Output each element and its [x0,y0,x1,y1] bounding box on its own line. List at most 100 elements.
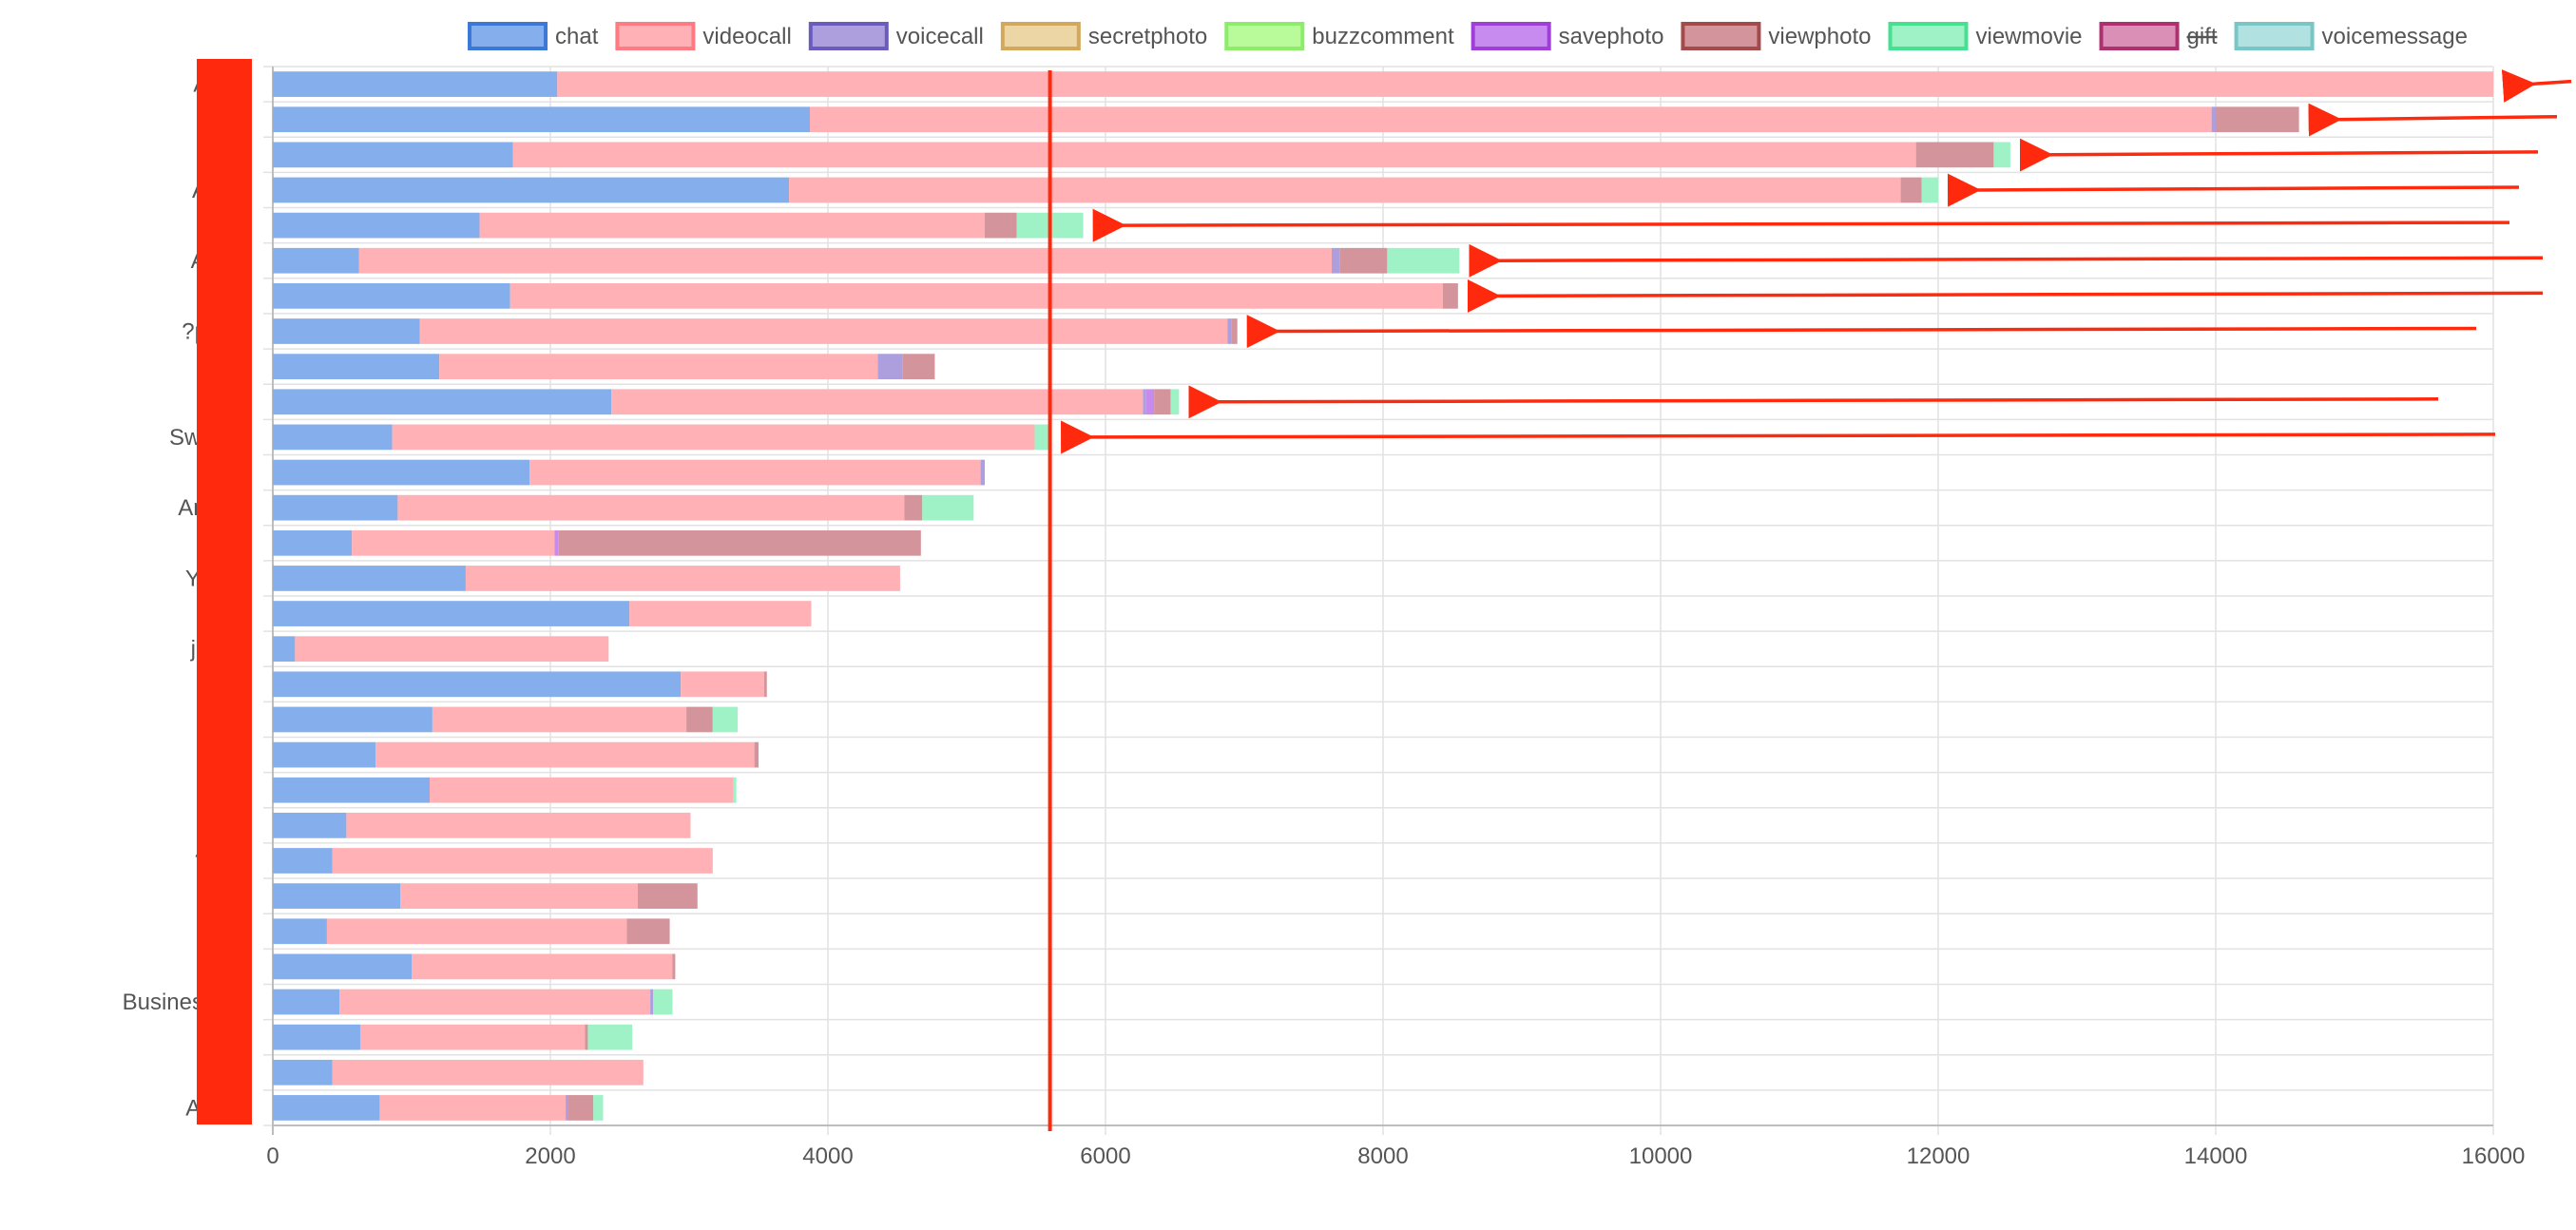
legend-label-buzzcomment: buzzcomment [1312,24,1454,49]
bar-viewphoto-row-8 [902,354,935,380]
bar-chat-row-17 [273,671,682,698]
bar-viewmovie-row-9 [1170,389,1180,415]
legend-label-viewphoto: viewphoto [1768,24,1871,49]
bar-viewphoto-row-23 [637,883,698,910]
bar-voicecall-row-26 [650,989,654,1015]
bar-viewphoto-row-7 [1231,318,1238,344]
bar-videocall-row-13 [352,529,555,556]
bar-voicecall-row-11 [980,459,985,486]
bar-viewmovie-row-27 [587,1024,633,1050]
bar-chat-row-23 [273,883,401,910]
x-tick-label-5: 10000 [1629,1144,1693,1169]
bar-videocall-row-17 [681,671,764,698]
bar-chat-row-2 [273,142,513,168]
legend-swatch-buzzcomment [1224,22,1305,50]
bar-viewphoto-row-24 [626,918,670,945]
bar-videocall-row-7 [419,318,1228,344]
legend-swatch-voicemessage [2234,22,2315,50]
bar-viewmovie-row-3 [1921,177,1938,203]
bar-viewphoto-row-19 [754,741,759,768]
bar-viewphoto-row-27 [585,1024,588,1050]
bar-videocall-row-12 [397,494,905,521]
bar-viewphoto-row-4 [984,212,1017,239]
legend-label-voicecall: voicecall [896,24,984,49]
grid [263,66,2494,1135]
bar-videocall-row-21 [346,812,691,838]
bar-chat-row-20 [273,777,430,803]
x-tick-label-4: 8000 [1357,1144,1408,1169]
bar-videocall-row-14 [465,566,900,591]
legend-swatch-gift [2099,22,2180,50]
bar-videocall-row-25 [412,953,673,980]
bar-viewmovie-row-10 [1034,424,1052,451]
bar-chat-row-10 [273,424,393,451]
bar-chat-row-7 [273,318,420,344]
bar-viewmovie-row-12 [922,494,974,521]
legend-swatch-secretphoto [1000,22,1081,50]
bar-videocall-row-26 [339,989,651,1015]
bar-videocall-row-23 [400,883,638,910]
bar-chat-row-8 [273,354,440,380]
bar-chat-row-24 [273,918,327,945]
x-tick-label-6: 12000 [1907,1144,1970,1169]
bar-voicecall-row-7 [1227,318,1232,344]
annotation-arrow-row-0 [2501,69,2572,103]
legend-label-gift: gift [2187,24,2218,49]
bar-videocall-row-2 [512,142,1916,168]
bar-viewmovie-row-5 [1387,247,1460,274]
x-tick-label-2: 4000 [802,1144,853,1169]
bar-chat-row-28 [273,1059,333,1086]
legend-label-secretphoto: secretphoto [1088,24,1207,49]
x-axis-ticks: 0 2000 4000 6000 8000 10000 12000 14000 16000 [266,1144,2525,1169]
bar-videocall-row-11 [529,459,981,486]
redaction-box [197,59,252,1124]
legend-label-savephoto: savephoto [1559,24,1664,49]
annotation-arrow-row-3 [1947,173,2520,207]
annotations [197,59,2572,1131]
bars [273,71,2493,1121]
bar-voicecall-row-9 [1143,389,1146,415]
x-tick-label-1: 2000 [525,1144,575,1169]
bar-videocall-row-1 [810,106,2212,133]
bar-videocall-row-4 [479,212,985,239]
x-tick-label-8: 16000 [2462,1144,2526,1169]
x-tick-label-0: 0 [266,1144,279,1169]
bar-videocall-row-28 [332,1059,644,1086]
bar-chat-row-22 [273,848,333,874]
bar-videocall-row-9 [611,389,1144,415]
bar-viewphoto-row-12 [904,494,923,521]
bar-chat-row-3 [273,177,790,203]
bar-viewmovie-row-2 [1993,142,2010,168]
legend-label-videocall: videocall [702,24,791,49]
bar-videocall-row-15 [629,601,812,626]
bar-videocall-row-8 [439,354,878,380]
bar-voicecall-row-8 [877,354,903,380]
x-tick-label-7: 14000 [2184,1144,2248,1169]
bar-videocall-row-0 [557,71,2493,97]
legend-swatch-chat [468,22,548,50]
bar-savephoto-row-13 [554,529,559,556]
bar-viewphoto-row-3 [1900,177,1922,203]
bar-chat-row-11 [273,459,530,486]
bar-voicecall-row-1 [2211,106,2216,133]
bar-viewphoto-row-18 [686,706,713,733]
bar-viewphoto-row-13 [558,529,921,556]
bar-videocall-row-19 [375,741,755,768]
bar-videocall-row-22 [332,848,713,874]
bar-chat-row-5 [273,247,359,274]
bar-videocall-row-6 [509,282,1443,309]
bar-voicecall-row-29 [566,1095,568,1121]
legend-swatch-savephoto [1471,22,1551,50]
annotation-arrow-row-2 [2019,138,2539,172]
bar-videocall-row-24 [326,918,627,945]
bar-viewmovie-row-20 [733,777,737,803]
bar-viewmovie-row-18 [712,706,739,733]
bar-chat-row-29 [273,1095,380,1121]
bar-videocall-row-16 [295,636,609,663]
legend: chat videocall voicecall secretphoto buzzcom… [468,22,2468,50]
bar-chat-row-12 [273,494,398,521]
bar-viewphoto-row-2 [1915,142,1994,168]
bar-chat-row-9 [273,389,612,415]
bar-chat-row-27 [273,1024,360,1050]
bar-chat-row-25 [273,953,412,980]
